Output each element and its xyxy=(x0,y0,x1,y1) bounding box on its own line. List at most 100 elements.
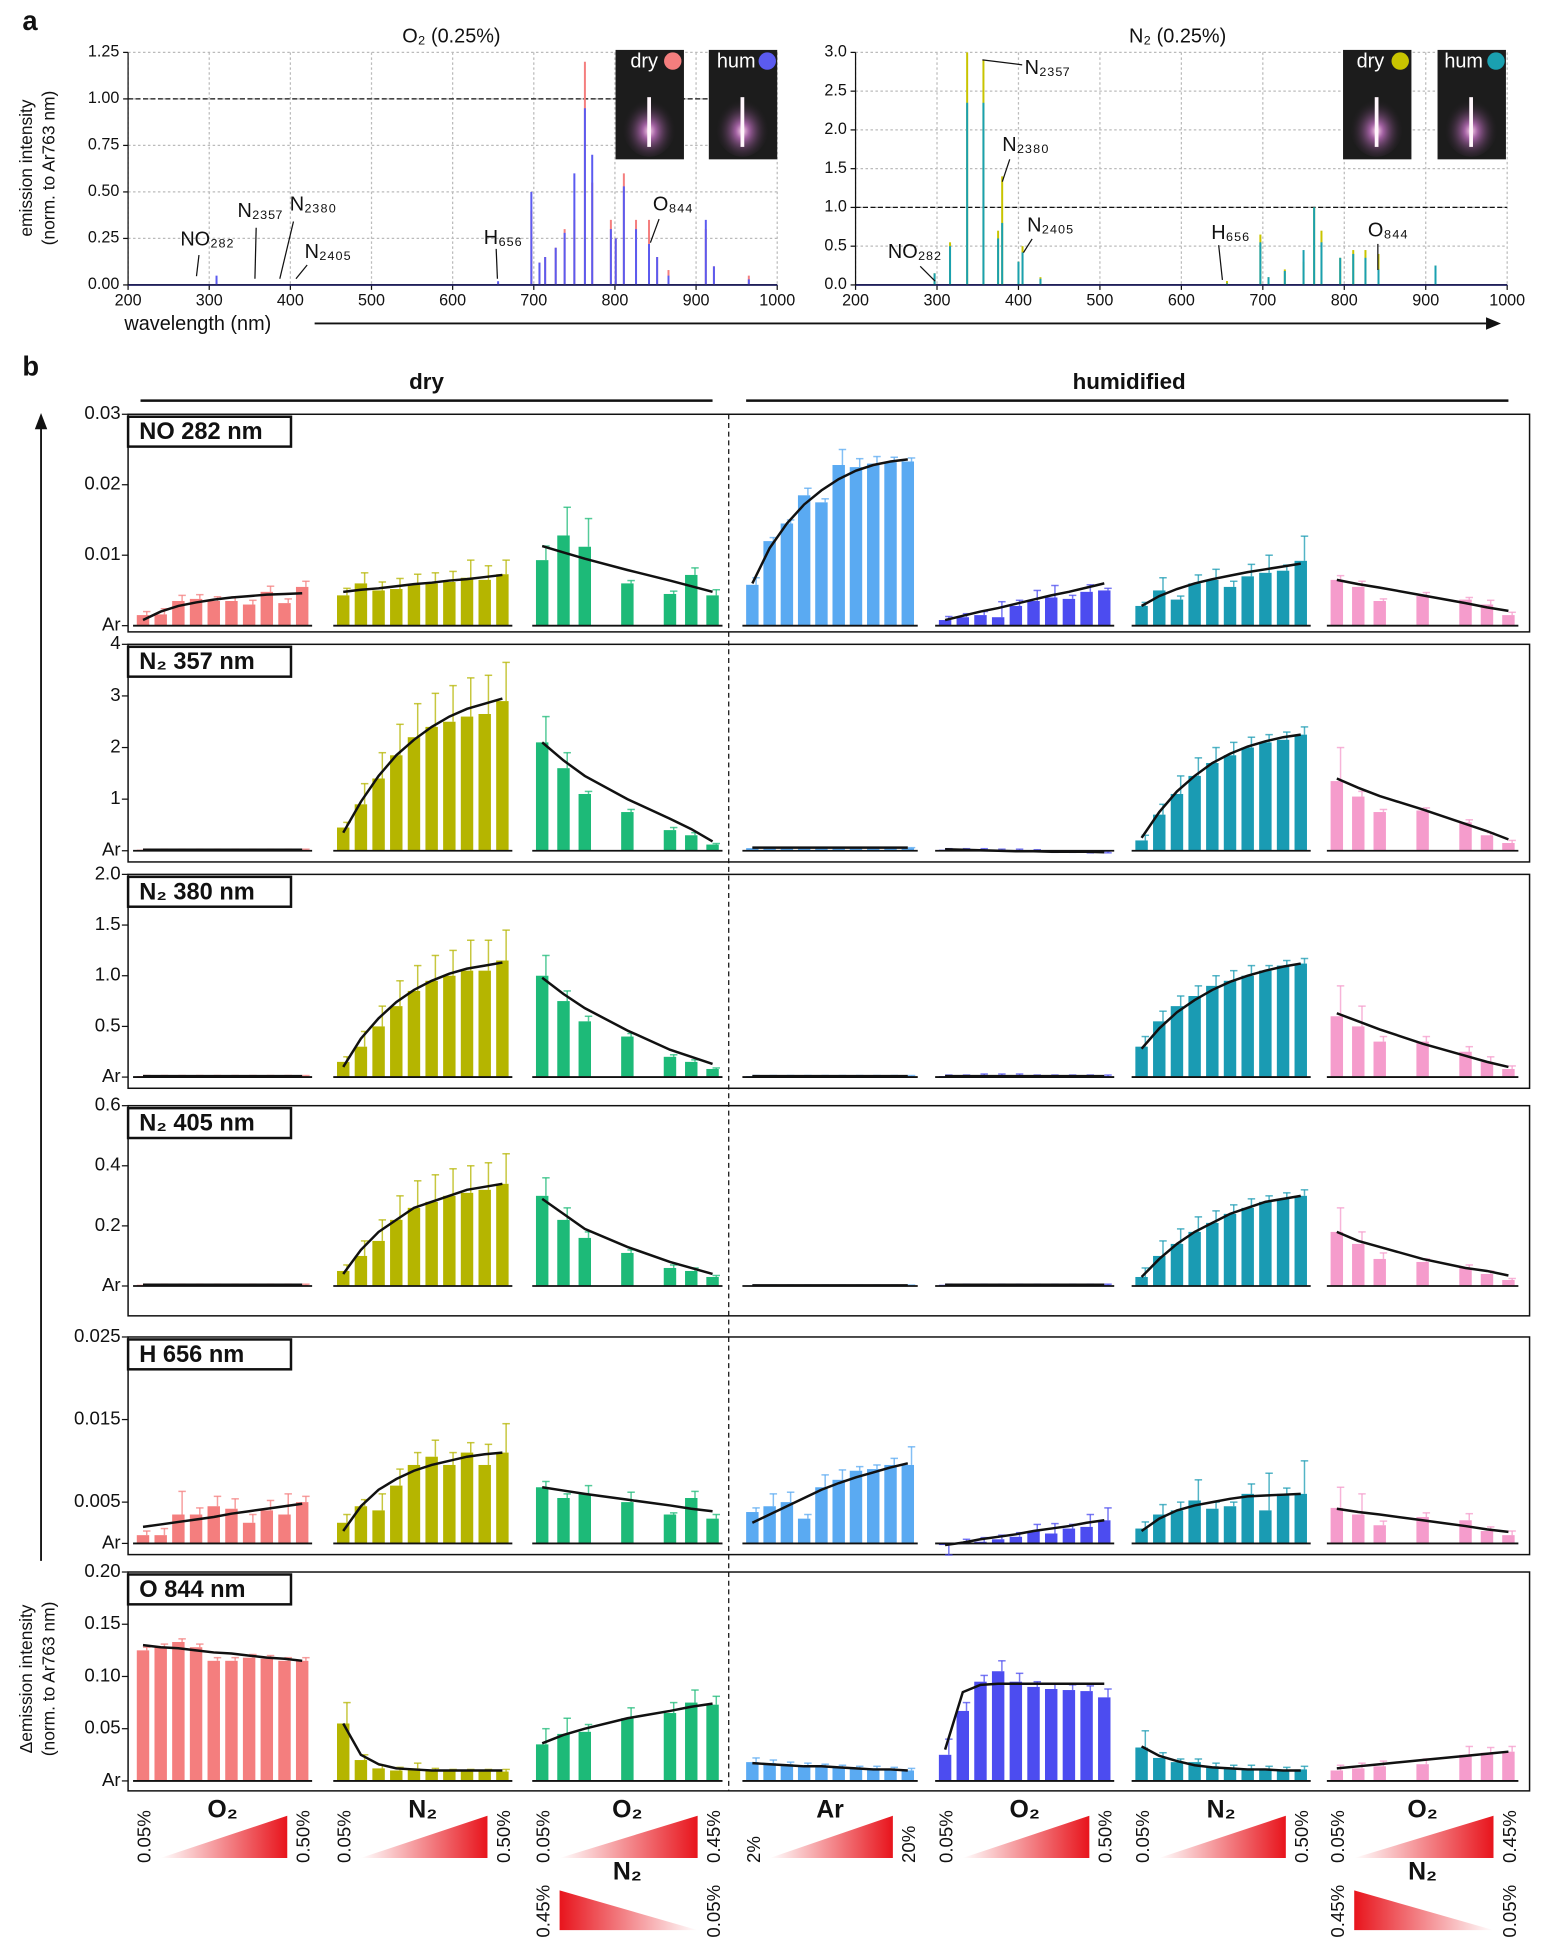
x-tick-label: 500 xyxy=(358,291,385,309)
bar xyxy=(1294,1769,1307,1781)
bar xyxy=(407,990,421,1078)
bar xyxy=(1373,1766,1386,1781)
bar xyxy=(1080,1691,1093,1781)
y-tick-label: 0.05 xyxy=(84,1717,120,1738)
bar xyxy=(557,535,570,626)
bar xyxy=(425,726,438,851)
bar xyxy=(1502,1068,1515,1078)
bar xyxy=(621,1036,634,1078)
bar xyxy=(407,737,421,851)
group-name: O₂ xyxy=(207,1795,237,1823)
bar xyxy=(1062,598,1076,626)
y-tick-label: 1.0 xyxy=(824,198,846,216)
peak-annotation: N₂₄₀₅ xyxy=(1027,215,1073,237)
fit-curve xyxy=(541,544,713,594)
peak-annotation: N₂₃₈₀ xyxy=(1002,134,1049,156)
bar xyxy=(1276,1493,1290,1544)
panel-title-box xyxy=(126,875,293,908)
bar xyxy=(578,546,591,626)
x-tick-label: 800 xyxy=(1331,291,1358,309)
bar xyxy=(1135,1276,1148,1286)
fit-curve xyxy=(944,582,1105,622)
bar xyxy=(1416,810,1429,851)
bar xyxy=(1352,1026,1365,1078)
fit-curve xyxy=(945,847,1105,854)
group-name: Ar xyxy=(816,1795,844,1823)
bar xyxy=(1241,975,1254,1078)
bar xyxy=(1416,1764,1429,1781)
panel-label: b xyxy=(22,350,39,381)
bar xyxy=(1206,579,1219,626)
range-label: 0.45% xyxy=(1327,1885,1348,1938)
panel-frame xyxy=(127,413,1531,633)
x-tick-label: 200 xyxy=(115,291,142,309)
bar xyxy=(938,620,952,626)
bar xyxy=(1098,1520,1111,1544)
bar xyxy=(746,848,759,851)
bar xyxy=(1223,755,1237,851)
bar xyxy=(1027,1686,1040,1781)
fit-curve xyxy=(142,1643,303,1663)
y-axis-label: Δemission intensity xyxy=(16,1604,36,1753)
y-tick-label: 0.0 xyxy=(824,275,846,293)
y-tick-label: 2.5 xyxy=(824,81,846,99)
bar xyxy=(867,463,880,626)
gradient-triangle xyxy=(559,1815,698,1859)
bar xyxy=(956,1710,970,1781)
bar xyxy=(1480,835,1494,851)
bar xyxy=(1044,597,1058,626)
bar xyxy=(797,1765,811,1781)
fit-curve xyxy=(142,1502,303,1529)
bar xyxy=(1027,1531,1040,1544)
bar xyxy=(496,701,509,851)
bar xyxy=(663,830,677,851)
bar xyxy=(425,583,438,626)
bar xyxy=(815,1487,828,1544)
bar xyxy=(1223,1213,1237,1286)
y-tick-label: 0.25 xyxy=(88,229,119,247)
bar xyxy=(746,584,759,626)
bar xyxy=(390,589,403,626)
bar xyxy=(1241,1493,1254,1544)
bar xyxy=(685,1061,698,1078)
peak-annotation: N₂₄₀₅ xyxy=(305,241,351,263)
bar xyxy=(621,1502,634,1544)
y-tick-label: 2 xyxy=(110,735,120,756)
annotation-leader xyxy=(1022,238,1033,253)
bar xyxy=(535,1195,549,1286)
bar xyxy=(354,1046,368,1078)
bar xyxy=(1135,1747,1148,1781)
range-label: 20% xyxy=(898,1826,919,1863)
bar xyxy=(1459,1267,1472,1286)
bar xyxy=(621,1252,634,1286)
fit-curve xyxy=(541,976,713,1066)
bar xyxy=(535,1744,549,1781)
bar xyxy=(974,615,987,626)
bar xyxy=(136,615,150,626)
bar xyxy=(443,1771,456,1781)
bar xyxy=(797,848,811,851)
annotation-leader xyxy=(1001,159,1011,182)
bar xyxy=(1135,1046,1148,1078)
bar xyxy=(663,1056,677,1078)
panel-frame xyxy=(127,1336,1531,1556)
bar xyxy=(1098,590,1111,626)
bar xyxy=(1098,1697,1111,1781)
fit-curve xyxy=(342,1182,503,1275)
group-name: N₂ xyxy=(1207,1795,1236,1823)
legend-swatch xyxy=(1487,52,1505,70)
bar xyxy=(685,1497,698,1544)
y-tick-label: 3 xyxy=(110,684,120,705)
bar xyxy=(1206,1508,1219,1544)
bar xyxy=(207,1506,220,1544)
bar xyxy=(1223,1768,1237,1781)
range-label: 0.05% xyxy=(936,1810,957,1863)
gradient-triangle xyxy=(1354,1890,1494,1931)
panel-title-box xyxy=(126,1573,293,1606)
bar xyxy=(1080,1526,1093,1544)
bar xyxy=(578,1021,591,1078)
bar xyxy=(1135,605,1148,626)
range-label: 0.05% xyxy=(533,1810,554,1863)
bar xyxy=(337,1061,350,1078)
bar xyxy=(354,1506,368,1544)
